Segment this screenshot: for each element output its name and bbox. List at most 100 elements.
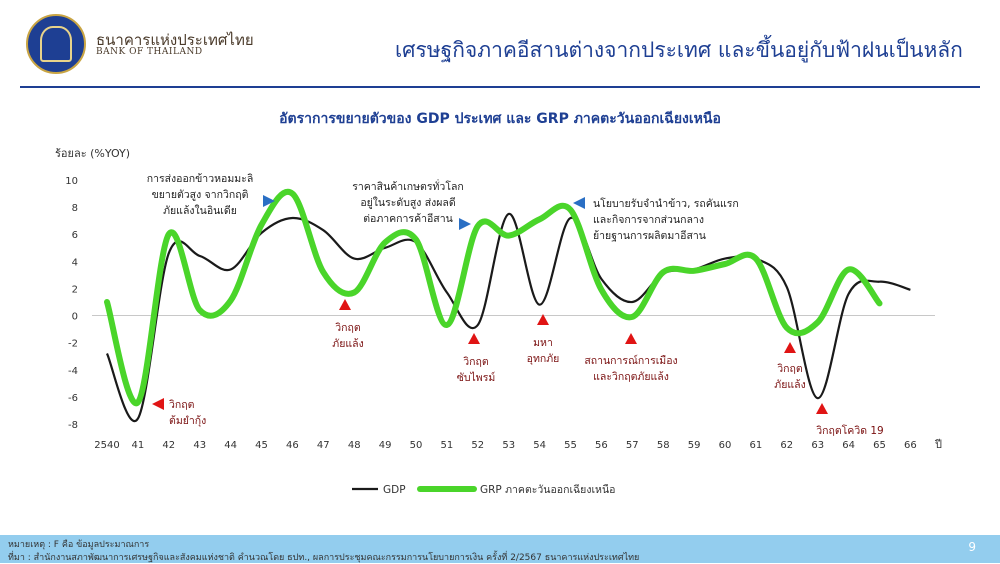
x-tick-label: 43 [193,440,206,451]
annotation-label: วิกฤตภัยแล้ง [332,322,363,350]
annotation-line: อุทกภัย [527,353,560,365]
gdp-series-line [105,212,911,423]
annotation-line: ภัยแล้งในอินเดีย [163,204,237,217]
x-tick-label: 52 [471,440,484,451]
annotation-line: สถานการณ์การเมือง [584,354,677,367]
x-tick-label: 46 [286,440,299,451]
x-tick-label: 47 [317,440,330,451]
x-tick-label: 48 [348,440,361,451]
chart-series [104,188,911,423]
x-tick-label: 63 [811,440,824,451]
x-tick-label: 62 [780,440,793,451]
annotation-line: วิกฤต [463,356,489,368]
x-tick-label: 42 [162,440,175,451]
crisis-marker-icon [339,299,351,310]
chart-annotations: วิกฤตต้มยำกุ้งวิกฤตภัยแล้งวิกฤตซับไพรม์ม… [147,173,884,437]
annotation-line: และกิจการจากส่วนกลาง [593,214,704,226]
x-tick-label: 59 [688,440,701,451]
legend-gdp-label: GDP [383,484,406,496]
annotation-line: ซับไพรม์ [457,371,496,384]
x-tick-label: 50 [410,440,423,451]
y-tick-label: 8 [72,203,78,214]
x-tick-label: 57 [626,440,639,451]
x-tick-label: 58 [657,440,670,451]
slide-title: เศรษฐกิจภาคอีสานต่างจากประเทศ และขึ้นอยู… [395,38,963,62]
annotation-line: ภัยแล้ง [332,338,363,350]
annotation-line: ต่อภาคการค้าอีสาน [363,212,453,225]
annotation-line: วิกฤตโควิด 19 [816,424,884,437]
policy-marker-icon [263,195,275,207]
chart-legend: GDP GRP ภาคตะวันออกเฉียงเหนือ [352,483,615,496]
x-tick-label: 55 [564,440,577,451]
crisis-marker-icon [784,342,796,353]
annotation-line: ย้ายฐานการผลิตมาอีสาน [593,229,706,242]
bank-name-english: BANK OF THAILAND [96,47,203,57]
annotation-line: ขยายตัวสูง จากวิกฤติ [152,189,249,201]
footer-note: หมายเหตุ : F คือ ข้อมูลประมาณการ [8,540,150,550]
annotation-label: วิกฤตโควิด 19 [816,424,884,437]
annotation-line: นโยบายรับจำนำข้าว, รถคันแรก [593,197,739,210]
y-tick-label: 6 [72,230,78,241]
y-tick-label: -8 [68,420,78,431]
footer-source: ที่มา : สำนักงานสภาพัฒนาการเศรษฐกิจและสั… [8,553,640,563]
y-tick-label: -2 [68,339,78,350]
annotation-line: วิกฤต [335,322,361,334]
annotation-line: การส่งออกข้าวหอมมะลิ [147,173,254,185]
annotation-label: สถานการณ์การเมืองและวิกฤตภัยแล้ง [584,354,677,383]
y-tick-label: 4 [72,257,78,268]
annotation-label: มหาอุทกภัย [527,337,560,365]
annotation-line: ราคาสินค้าเกษตรทั่วโลก [352,179,464,193]
annotation-label: วิกฤตภัยแล้ง [774,363,805,391]
x-tick-label: 41 [132,440,145,451]
x-tick-label: 51 [441,440,454,451]
x-tick-label: 54 [533,440,546,451]
x-tick-label: 56 [595,440,608,451]
bot-logo [26,14,86,74]
x-tick-label: 65 [873,440,886,451]
annotation-line: วิกฤต [169,399,195,411]
annotation-line: อยู่ในระดับสูง ส่งผลดี [360,196,455,209]
annotation-line: และวิกฤตภัยแล้ง [593,371,669,383]
crisis-marker-icon [816,403,828,414]
footer-bar [0,535,1000,563]
y-tick-label: -6 [68,393,78,404]
x-tick-label: 60 [719,440,732,451]
y-tick-label: 2 [72,284,78,295]
title-divider [20,86,980,88]
annotation-label: วิกฤตต้มยำกุ้ง [169,399,206,427]
crisis-marker-icon [152,398,164,410]
legend-grp-label: GRP ภาคตะวันออกเฉียงเหนือ [480,483,615,496]
x-tick-label: 53 [502,440,515,451]
crisis-marker-icon [468,333,480,344]
garuda-emblem-icon [40,26,72,62]
x-tick-label: 49 [379,440,392,451]
page-number: 9 [968,540,976,554]
x-tick-label: 2540 [94,440,119,451]
y-tick-label: 10 [65,176,78,187]
annotation-label: นโยบายรับจำนำข้าว, รถคันแรกและกิจการจากส… [593,197,739,242]
y-tick-label: -4 [68,366,78,377]
x-tick-label: 44 [224,440,237,451]
x-tick-label: 45 [255,440,268,451]
x-tick-label: 61 [750,440,763,451]
annotation-line: วิกฤต [777,363,803,375]
policy-marker-icon [573,197,585,209]
annotation-label: การส่งออกข้าวหอมมะลิขยายตัวสูง จากวิกฤติ… [147,173,254,217]
crisis-marker-icon [625,333,637,344]
y-axis-label: ร้อยละ (%YOY) [55,147,130,160]
bank-name-thai: ธนาคารแห่งประเทศไทย [96,31,254,49]
x-tick-label: 66 [904,440,917,451]
crisis-marker-icon [537,314,549,325]
policy-marker-icon [459,218,471,230]
y-tick-label: 0 [72,312,78,323]
annotation-line: มหา [533,337,553,349]
x-tick-label: 64 [842,440,855,451]
annotation-label: ราคาสินค้าเกษตรทั่วโลกอยู่ในระดับสูง ส่ง… [352,179,464,225]
grp-series-line [104,188,883,407]
annotation-label: วิกฤตซับไพรม์ [457,356,496,384]
annotation-line: ภัยแล้ง [774,379,805,391]
chart-title: อัตราการขยายตัวของ GDP ประเทศ และ GRP ภา… [279,111,721,127]
annotation-line: ต้มยำกุ้ง [169,415,206,427]
